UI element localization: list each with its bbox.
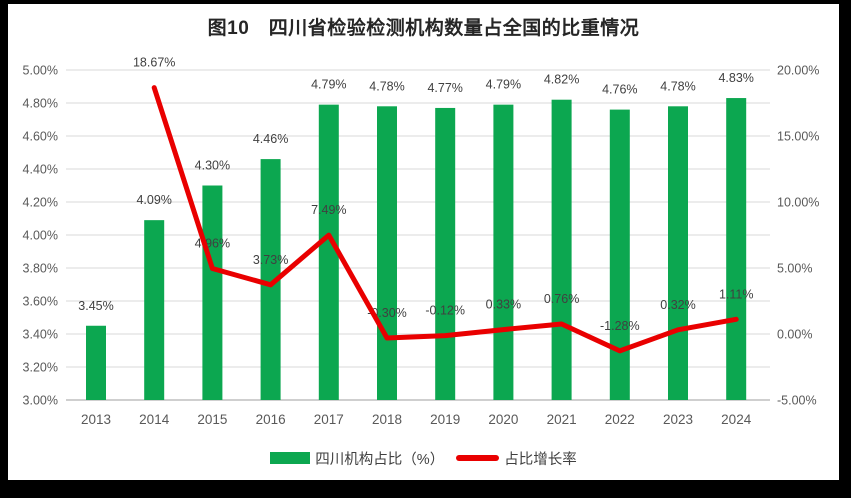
left-axis-tick: 5.00% [23, 64, 58, 78]
right-axis-tick: 0.00% [777, 328, 812, 342]
line-value-label: 3.73% [253, 253, 288, 267]
line-value-label: 0.76% [544, 292, 579, 306]
x-axis-label: 2015 [197, 412, 227, 427]
chart-legend: 四川机构占比（%） 占比增长率 [8, 448, 839, 468]
bar [202, 185, 223, 400]
bar-value-label: 4.09% [136, 193, 171, 207]
left-axis-tick: 3.00% [23, 394, 58, 408]
bar [668, 106, 688, 401]
legend-label-bar-series: 四川机构占比（%） [315, 451, 445, 468]
bar-value-label: 4.78% [660, 79, 695, 93]
bar [377, 106, 397, 401]
line-value-label: -1.28% [600, 319, 640, 333]
bar-value-label: 4.82% [544, 73, 579, 87]
bar-value-label: 3.45% [78, 299, 113, 313]
line-value-label: -0.12% [425, 304, 465, 318]
x-axis-label: 2020 [488, 412, 518, 427]
bar [726, 98, 747, 401]
right-axis-tick: -5.00% [777, 394, 817, 408]
line-value-label: 4.96% [195, 237, 230, 251]
left-axis-tick: 3.20% [23, 361, 58, 375]
line-value-label: 18.67% [133, 56, 175, 70]
left-axis-tick: 4.40% [23, 163, 58, 177]
left-axis-tick: 4.80% [23, 97, 58, 111]
bar-value-label: 4.79% [486, 78, 521, 92]
x-axis-label: 2023 [663, 412, 693, 427]
legend-item-line-series: 占比增长率 [456, 448, 577, 469]
x-axis-label: 2022 [605, 412, 635, 427]
left-axis-tick: 3.80% [23, 262, 58, 276]
left-axis-tick: 4.00% [23, 229, 58, 243]
line-value-label: 0.32% [660, 298, 695, 312]
bar [86, 325, 106, 400]
right-axis-tick: 15.00% [777, 130, 819, 144]
right-axis-tick: 5.00% [777, 262, 812, 276]
bar-value-label: 4.83% [718, 71, 753, 85]
bar-value-label: 4.46% [253, 132, 288, 146]
bar [551, 99, 572, 400]
bar [260, 159, 281, 400]
bar-value-label: 4.79% [311, 78, 346, 92]
left-axis-tick: 4.60% [23, 130, 58, 144]
line-series-swatch-icon [456, 455, 500, 461]
x-axis-label: 2017 [314, 412, 344, 427]
x-axis-label: 2019 [430, 412, 460, 427]
line-value-label: 0.33% [486, 298, 521, 312]
line-value-label: 1.11% [719, 287, 754, 301]
x-axis-label: 2018 [372, 412, 402, 427]
bar-value-label: 4.77% [427, 81, 462, 95]
legend-item-bar-series: 四川机构占比（%） [270, 448, 444, 469]
x-axis-label: 2013 [81, 412, 111, 427]
bar [609, 109, 630, 400]
x-axis-label: 2016 [256, 412, 286, 427]
bar-value-label: 4.78% [369, 79, 404, 93]
bar-value-label: 4.30% [195, 159, 230, 173]
bar [435, 107, 456, 400]
chart-title: 图10 四川省检验检测机构数量占全国的比重情况 [207, 18, 640, 39]
left-axis-tick: 3.40% [23, 328, 58, 342]
left-axis-tick: 4.20% [23, 196, 58, 210]
x-axis-label: 2021 [547, 412, 577, 427]
bar-value-label: 4.76% [602, 83, 637, 97]
legend-label-line-series: 占比增长率 [504, 451, 577, 468]
x-axis-label: 2014 [139, 412, 170, 427]
bar [493, 104, 514, 401]
x-axis-label: 2024 [721, 412, 752, 427]
bar-series-swatch-icon [270, 452, 311, 464]
growth-rate-line [151, 85, 739, 354]
right-axis-tick: 20.00% [777, 64, 819, 78]
line-value-label: 7.49% [311, 203, 346, 217]
left-axis-tick: 3.60% [23, 295, 58, 309]
bar [144, 220, 165, 400]
right-axis-tick: 10.00% [777, 196, 819, 210]
bar [318, 104, 339, 401]
